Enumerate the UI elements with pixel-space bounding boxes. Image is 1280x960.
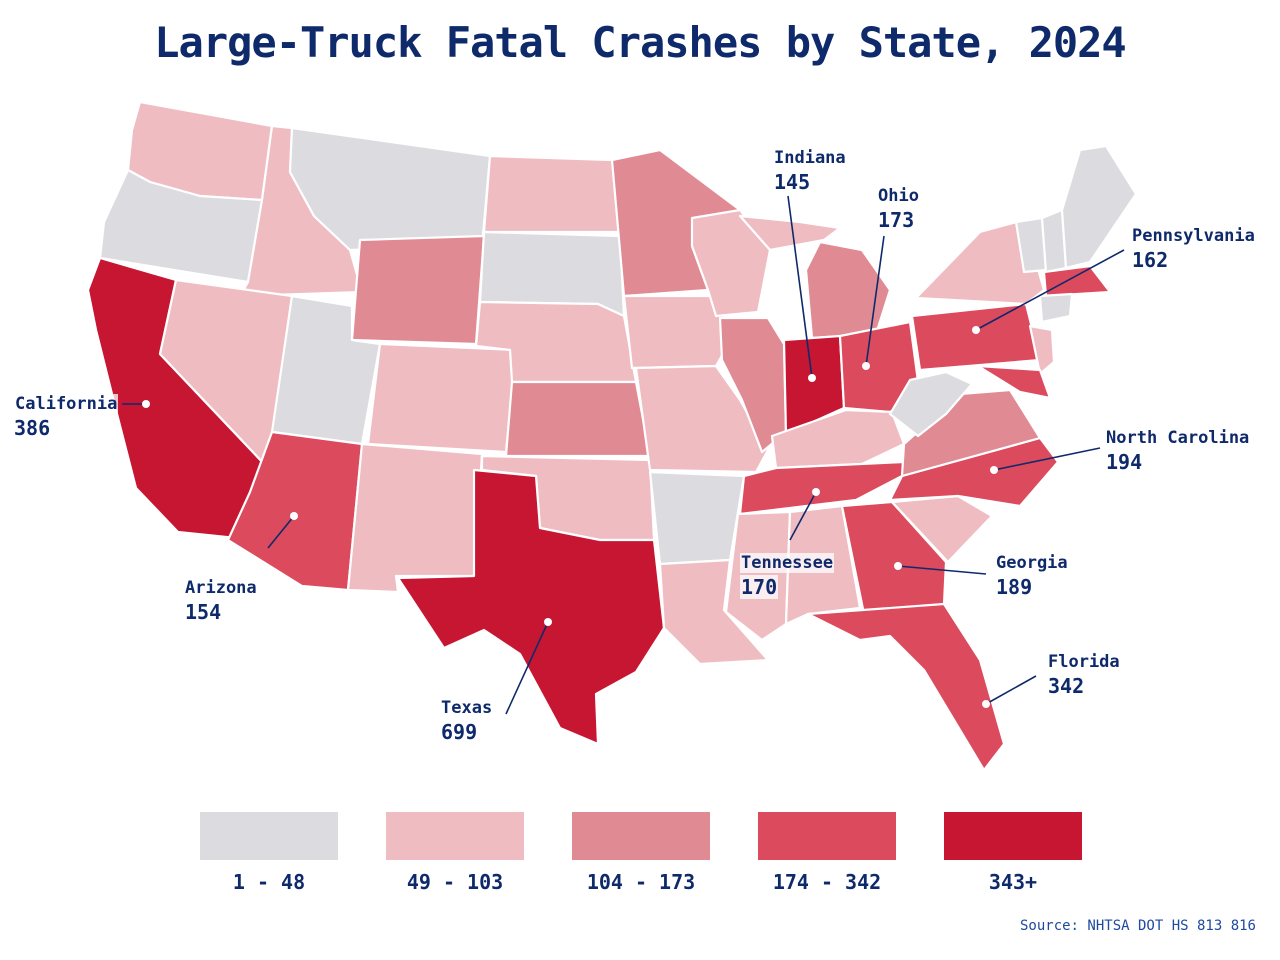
callout-texas: Texas 699 — [441, 696, 492, 744]
callout-value: 386 — [14, 416, 51, 440]
callout-value: 162 — [1132, 248, 1169, 272]
callout-dot-north-carolina — [990, 466, 998, 474]
callout-dot-florida — [982, 700, 990, 708]
callout-state: Arizona — [185, 578, 257, 598]
callout-value: 189 — [996, 575, 1033, 599]
map-title: Large-Truck Fatal Crashes by State, 2024 — [154, 18, 1126, 67]
callout-state: Tennessee — [740, 553, 835, 573]
callout-north-carolina: North Carolina 194 — [1106, 426, 1249, 474]
callout-florida: Florida 342 — [1048, 650, 1120, 698]
callout-state: North Carolina — [1106, 428, 1250, 448]
callout-georgia: Georgia 189 — [996, 551, 1068, 599]
legend-swatch-5 — [944, 812, 1082, 860]
state-michigan-up[interactable] — [738, 214, 842, 252]
legend-label-2: 49 - 103 — [406, 870, 504, 894]
state-new-jersey[interactable] — [1028, 324, 1056, 376]
callout-dot-tennessee — [812, 488, 820, 496]
legend-swatch-1 — [200, 812, 338, 860]
legend-label-1: 1 - 48 — [232, 870, 306, 894]
state-georgia[interactable] — [840, 500, 948, 616]
callout-dot-pennsylvania — [972, 326, 980, 334]
state-texas[interactable] — [396, 468, 666, 746]
state-louisiana[interactable] — [658, 558, 770, 666]
state-new-mexico[interactable] — [346, 442, 484, 594]
state-west-virginia[interactable] — [888, 370, 974, 438]
source-note: Source: NHTSA DOT HS 813 816 — [1019, 918, 1256, 934]
callout-value: 170 — [740, 575, 779, 599]
callout-state: Florida — [1048, 652, 1120, 672]
callout-california: California 386 — [14, 392, 119, 440]
callout-value: 342 — [1048, 674, 1085, 698]
callout-value: 699 — [441, 720, 478, 744]
callout-state: Indiana — [774, 148, 846, 168]
callout-value: 154 — [185, 600, 222, 624]
callout-value: 194 — [1106, 450, 1143, 474]
legend-swatch-3 — [572, 812, 710, 860]
callout-value: 145 — [774, 170, 811, 194]
callout-value: 173 — [878, 208, 915, 232]
legend-label-4: 174 - 342 — [772, 870, 882, 894]
legend-label-3: 104 - 173 — [586, 870, 696, 894]
state-missouri[interactable] — [634, 364, 770, 474]
callout-dot-texas — [544, 618, 552, 626]
callout-dot-california — [142, 400, 150, 408]
callout-state: Pennsylvania — [1132, 226, 1255, 246]
callout-dot-indiana — [808, 374, 816, 382]
state-maryland[interactable] — [976, 364, 1052, 400]
callout-tennessee: Tennessee 170 — [740, 551, 835, 599]
state-massachusetts[interactable] — [1042, 264, 1112, 298]
callout-dot-arizona — [290, 512, 298, 520]
callout-state: California — [14, 394, 119, 414]
callout-dot-ohio — [862, 362, 870, 370]
callout-indiana: Indiana 145 — [774, 146, 846, 194]
state-florida[interactable] — [806, 602, 1006, 772]
state-maine[interactable] — [1060, 144, 1138, 270]
callout-state: Texas — [441, 698, 493, 718]
callout-pennsylvania: Pennsylvania 162 — [1132, 224, 1255, 272]
legend-swatch-4 — [758, 812, 896, 860]
legend-swatch-2 — [386, 812, 524, 860]
callout-state: Ohio — [878, 186, 919, 206]
callout-dot-georgia — [894, 562, 902, 570]
callout-ohio: Ohio 173 — [878, 184, 919, 232]
callout-arizona: Arizona 154 — [185, 576, 257, 624]
state-connecticut[interactable] — [1038, 292, 1074, 324]
legend-label-5: 343+ — [988, 870, 1038, 894]
callout-state: Georgia — [996, 553, 1068, 573]
